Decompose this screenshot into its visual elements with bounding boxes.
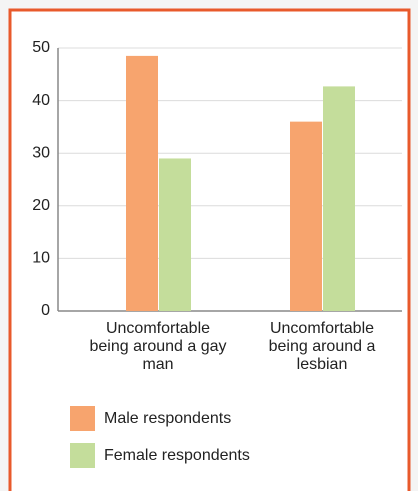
bar [290, 121, 322, 311]
legend-label: Female respondents [104, 447, 250, 464]
y-tick-label: 20 [32, 197, 50, 214]
legend-label: Male respondents [104, 410, 231, 427]
y-tick-label: 0 [41, 302, 50, 319]
legend-swatch [70, 406, 95, 431]
y-tick-label: 50 [32, 39, 50, 56]
y-tick-label: 40 [32, 92, 50, 109]
bar [126, 55, 158, 311]
x-tick-label: Uncomfortable being around a lesbian [268, 320, 376, 373]
x-tick-label: Uncomfortable being around a gay man [89, 320, 227, 373]
y-tick-label: 10 [32, 250, 50, 267]
y-tick-label: 30 [32, 144, 50, 161]
bar [323, 86, 355, 311]
legend-swatch [70, 443, 95, 468]
bar [159, 158, 191, 311]
